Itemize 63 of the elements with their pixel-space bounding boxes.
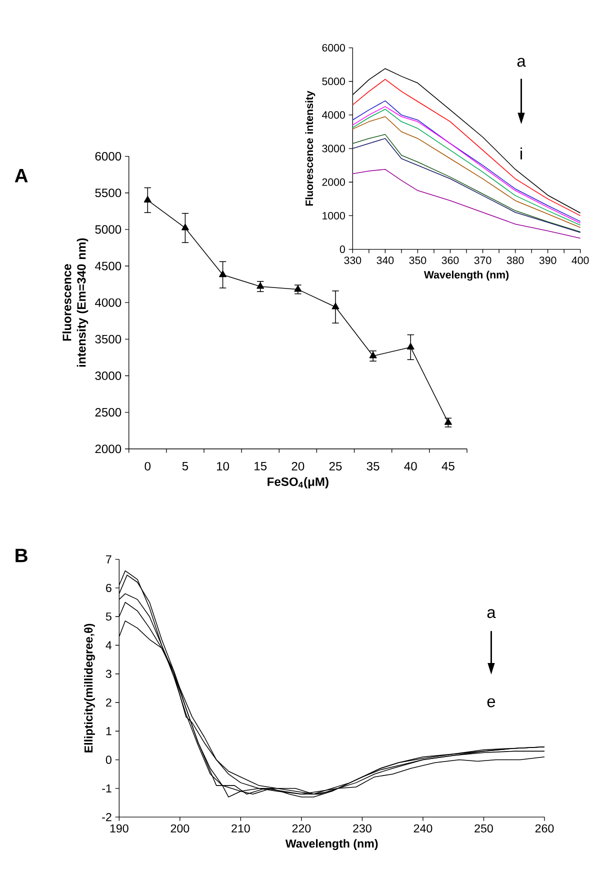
- annotation: i: [520, 147, 522, 160]
- x-tick-label: 0: [144, 462, 151, 470]
- x-tick-label: 200: [170, 824, 190, 833]
- y-tick-label: -1: [102, 784, 112, 792]
- y-tick-label: 6000: [322, 44, 345, 52]
- x-tick-label: 330: [344, 256, 362, 264]
- y-tick-label: 3000: [322, 144, 345, 152]
- x-tick-label: 10: [217, 462, 230, 470]
- y-tick-label: 4: [106, 641, 112, 650]
- y-tick-label: 6: [106, 584, 112, 592]
- x-tick-label: 230: [353, 824, 372, 833]
- x-tick-label: 20: [292, 462, 304, 470]
- y-tick-label: 2: [106, 698, 112, 707]
- y-tick-label: 4000: [322, 111, 345, 119]
- y-tick-label: 3000: [95, 371, 122, 380]
- y-axis-title: Fluorescence intensity (Em=340 nm): [62, 238, 88, 367]
- x-tick-label: 40: [404, 462, 417, 470]
- annotation: a: [487, 609, 496, 618]
- y-tick-label: 5: [106, 612, 112, 621]
- y-tick-label: 0: [106, 756, 112, 764]
- x-tick-label: 210: [232, 824, 250, 833]
- x-axis-title: FeSO$_{4}$(μM): [268, 477, 328, 488]
- y-tick-label: 1: [106, 727, 112, 736]
- x-axis-title: Wavelength (nm): [424, 270, 509, 281]
- y-tick-label: 2000: [95, 444, 122, 454]
- x-tick-label: 35: [366, 462, 380, 470]
- y-axis-title: Ellipticity(millidegree,θ): [84, 624, 95, 752]
- y-tick-label: 4000: [95, 298, 122, 307]
- x-axis-title: Wavelength (nm): [285, 839, 378, 850]
- x-tick-label: 380: [506, 256, 524, 264]
- y-tick-label: 3500: [95, 334, 122, 344]
- y-tick-label: 3: [106, 670, 112, 678]
- y-tick-label: 7: [106, 555, 112, 564]
- y-tick-label: 2000: [322, 178, 345, 186]
- x-tick-label: 370: [474, 256, 492, 264]
- text: A: [14, 169, 28, 182]
- x-tick-label: 45: [442, 462, 454, 470]
- y-tick-label: 4500: [95, 262, 122, 270]
- y-tick-label: 1000: [322, 212, 345, 220]
- x-tick-label: 260: [535, 824, 554, 833]
- x-tick-label: 400: [572, 256, 589, 264]
- x-tick-label: 190: [110, 824, 128, 833]
- y-tick-label: 5500: [95, 188, 122, 198]
- x-tick-label: 240: [414, 824, 432, 833]
- x-tick-label: 250: [474, 824, 493, 833]
- annotation: e: [487, 698, 496, 708]
- y-tick-label: 0: [340, 246, 345, 254]
- x-tick-label: 25: [329, 462, 342, 470]
- x-tick-label: 220: [292, 824, 311, 833]
- x-tick-label: 390: [539, 256, 556, 264]
- x-tick-label: 350: [409, 256, 426, 264]
- y-tick-label: 5000: [95, 225, 122, 234]
- x-tick-label: 15: [254, 462, 267, 470]
- x-tick-label: 360: [442, 256, 459, 264]
- y-tick-label: 2500: [95, 408, 122, 417]
- y-tick-label: 6000: [95, 152, 122, 161]
- y-tick-label: -2: [102, 813, 112, 822]
- annotation: a: [517, 58, 526, 67]
- x-tick-label: 5: [182, 462, 188, 470]
- y-axis-title: Fluorescence intensity: [305, 90, 316, 206]
- x-tick-label: 340: [376, 256, 394, 264]
- text: B: [16, 548, 28, 562]
- y-tick-label: 5000: [322, 78, 345, 86]
